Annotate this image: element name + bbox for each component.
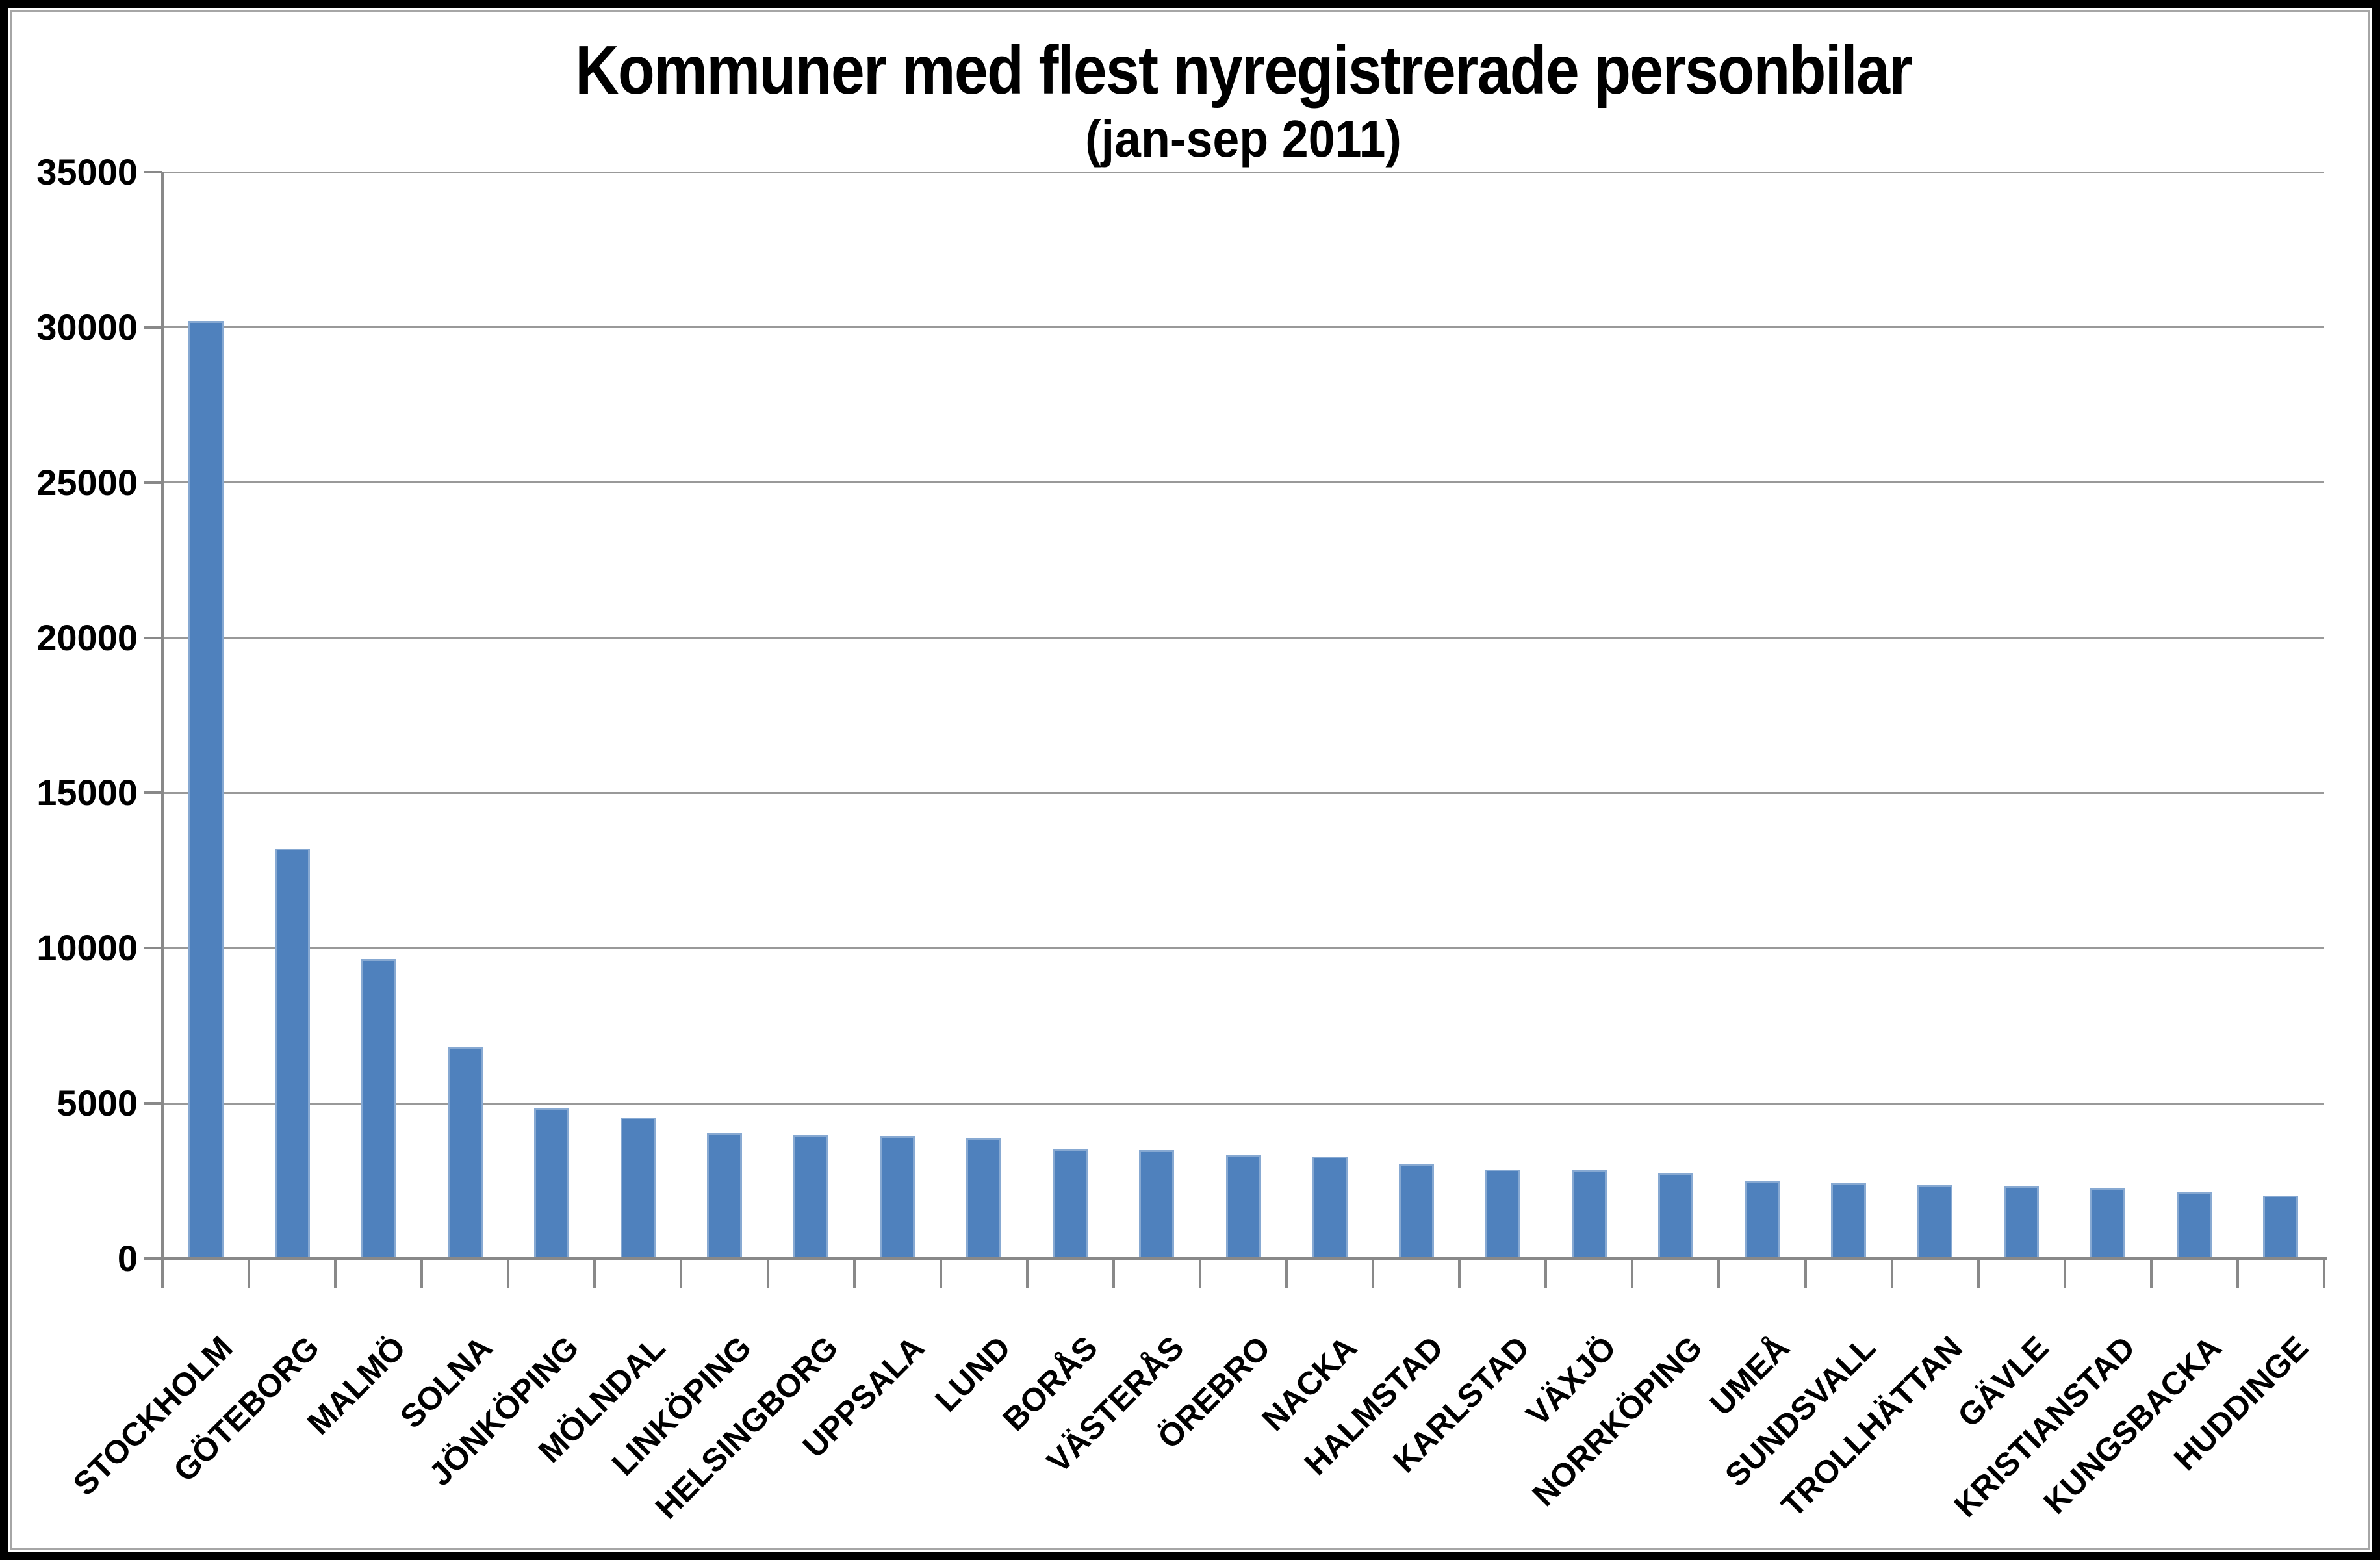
bar-umeå xyxy=(1744,1181,1780,1259)
bar-kungsbacka xyxy=(2177,1192,2212,1259)
y-tick-25000 xyxy=(144,481,162,484)
x-tick-19 xyxy=(1804,1259,1807,1288)
gridline-30000 xyxy=(162,326,2324,329)
x-tick-11 xyxy=(1112,1259,1115,1288)
bar-uppsala xyxy=(880,1135,915,1259)
y-tick-30000 xyxy=(144,326,162,329)
x-tick-17 xyxy=(1631,1259,1634,1288)
x-tick-9 xyxy=(939,1259,942,1288)
x-tick-5 xyxy=(593,1259,596,1288)
bar-göteborg xyxy=(274,849,310,1259)
chart-subtitle: (jan-sep 2011) xyxy=(1085,110,1401,168)
gridline-10000 xyxy=(162,947,2324,949)
x-tick-12 xyxy=(1198,1259,1201,1288)
gridline-20000 xyxy=(162,637,2324,639)
y-tick-0 xyxy=(144,1257,162,1260)
y-axis-label-0: 0 xyxy=(117,1238,138,1279)
inner-frame-line xyxy=(10,10,2370,1550)
y-axis-label-30000: 30000 xyxy=(36,306,138,348)
x-tick-20 xyxy=(1890,1259,1893,1288)
bar-stockholm xyxy=(188,321,224,1259)
y-axis-label-20000: 20000 xyxy=(36,617,138,658)
y-tick-35000 xyxy=(144,171,162,173)
bar-solna xyxy=(447,1047,483,1259)
x-tick-23 xyxy=(2149,1259,2153,1288)
x-tick-4 xyxy=(507,1259,510,1288)
x-tick-1 xyxy=(248,1259,251,1288)
bar-trollhättan xyxy=(1917,1185,1953,1259)
y-axis-label-15000: 15000 xyxy=(36,772,138,813)
bar-gävle xyxy=(2004,1186,2040,1259)
bar-mölndal xyxy=(620,1117,656,1259)
gridline-15000 xyxy=(162,791,2324,794)
x-tick-10 xyxy=(1025,1259,1029,1288)
y-tick-10000 xyxy=(144,947,162,950)
x-tick-0 xyxy=(161,1259,164,1288)
y-axis-line xyxy=(161,172,164,1259)
bar-lund xyxy=(966,1137,1002,1259)
bar-örebro xyxy=(1225,1154,1261,1259)
x-axis-line xyxy=(160,1257,2327,1260)
x-tick-15 xyxy=(1458,1259,1461,1288)
x-tick-3 xyxy=(420,1259,424,1288)
y-axis-label-25000: 25000 xyxy=(36,461,138,503)
x-tick-14 xyxy=(1372,1259,1375,1288)
gridline-35000 xyxy=(162,171,2324,173)
bar-växjö xyxy=(1571,1170,1607,1259)
x-tick-24 xyxy=(2236,1259,2239,1288)
x-tick-25 xyxy=(2323,1259,2325,1288)
bar-kristianstad xyxy=(2090,1188,2126,1259)
bar-huddinge xyxy=(2263,1195,2299,1259)
bar-norrköping xyxy=(1657,1173,1693,1259)
bar-sundsvall xyxy=(1831,1183,1867,1259)
y-tick-15000 xyxy=(144,791,162,795)
chart-title: Kommuner med flest nyregistrerade person… xyxy=(575,32,1912,109)
y-tick-20000 xyxy=(144,636,162,639)
x-tick-6 xyxy=(680,1259,683,1288)
bar-linköping xyxy=(707,1132,743,1259)
x-tick-16 xyxy=(1544,1259,1548,1288)
bar-helsingborg xyxy=(793,1134,829,1259)
x-tick-7 xyxy=(766,1259,769,1288)
bar-nacka xyxy=(1312,1157,1348,1259)
y-tick-5000 xyxy=(144,1102,162,1105)
y-axis-label-5000: 5000 xyxy=(57,1082,138,1124)
bar-malmö xyxy=(361,959,396,1259)
gridline-25000 xyxy=(162,481,2324,484)
x-tick-13 xyxy=(1285,1259,1288,1288)
y-axis-label-35000: 35000 xyxy=(36,151,138,192)
y-axis-label-10000: 10000 xyxy=(36,927,138,969)
x-tick-18 xyxy=(1717,1259,1721,1288)
bar-karlstad xyxy=(1485,1169,1520,1259)
bar-västerås xyxy=(1139,1149,1175,1259)
gridline-5000 xyxy=(162,1102,2324,1105)
x-tick-22 xyxy=(2063,1259,2066,1288)
x-tick-21 xyxy=(1977,1259,1980,1288)
bar-borås xyxy=(1053,1149,1088,1259)
bar-halmstad xyxy=(1398,1164,1434,1259)
bar-jönköping xyxy=(533,1108,569,1259)
x-tick-8 xyxy=(852,1259,856,1288)
x-tick-2 xyxy=(334,1259,337,1288)
